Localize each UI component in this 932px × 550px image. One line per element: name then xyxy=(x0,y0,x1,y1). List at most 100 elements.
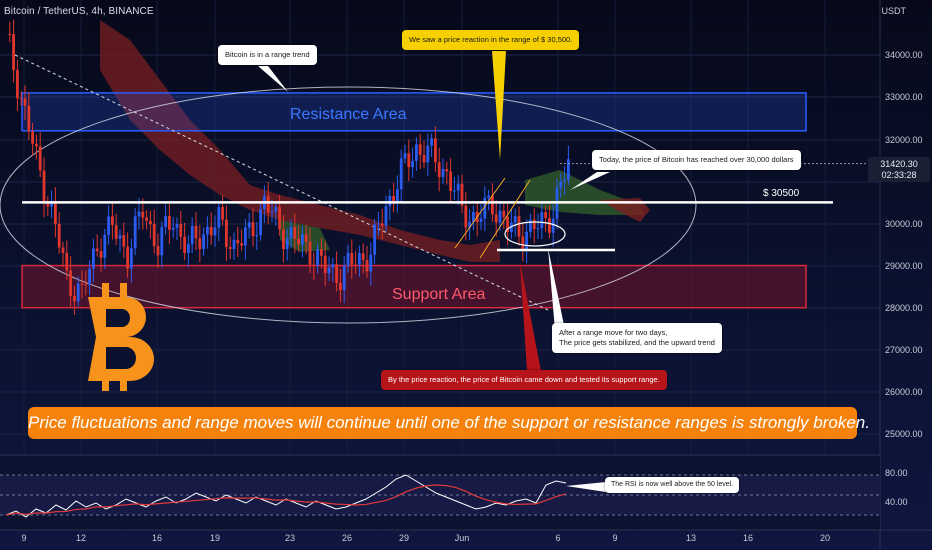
bitcoin-logo-holes xyxy=(106,309,136,369)
time-axis-label: 13 xyxy=(685,533,697,543)
callout-pointer-rsi xyxy=(566,482,606,492)
price-axis-label: 27000.00 xyxy=(885,345,923,355)
time-axis-label: 6 xyxy=(555,533,561,543)
candle-body xyxy=(411,160,414,168)
time-axis-label: 9 xyxy=(612,533,618,543)
candle-body xyxy=(42,170,46,203)
candle-body xyxy=(418,144,422,155)
candle-body xyxy=(388,195,392,207)
candle-body xyxy=(548,218,551,233)
channel-line xyxy=(454,177,506,249)
candle-body xyxy=(453,190,456,192)
candle-body xyxy=(517,216,521,237)
price-axis-label: 25000.00 xyxy=(885,429,923,439)
candle-body xyxy=(65,252,69,271)
candle-body xyxy=(88,268,91,285)
time-axis-label: Jun xyxy=(454,533,470,543)
price-axis-label: 28000.00 xyxy=(885,303,923,313)
candle-body xyxy=(529,219,532,232)
candle-body xyxy=(103,234,107,258)
candle-body xyxy=(464,205,468,228)
candle-body xyxy=(156,246,160,256)
candle-body xyxy=(168,216,171,230)
candle-body xyxy=(342,265,346,291)
candle-body xyxy=(285,238,289,250)
candle-body xyxy=(449,171,452,192)
candle-body xyxy=(118,235,122,239)
time-axis-label: 26 xyxy=(341,533,353,543)
callout-support-test: By the price reaction, the price of Bitc… xyxy=(381,370,667,390)
callout-after-range-line1: After a range move for two days, xyxy=(559,328,668,337)
candle-body xyxy=(141,211,145,218)
candle-body xyxy=(559,181,563,188)
price-axis-label: 29000.00 xyxy=(885,261,923,271)
symbol-title[interactable]: Bitcoin / TetherUS, 4h, BINANCE xyxy=(4,6,154,17)
candle-body xyxy=(92,248,95,269)
candle-body xyxy=(544,212,547,219)
candle-body xyxy=(358,253,361,265)
candle-body xyxy=(259,209,262,236)
candle-body xyxy=(179,223,183,237)
price-axis-label: 34000.00 xyxy=(885,50,923,60)
rsi-axis-label: 80.00 xyxy=(885,468,908,478)
callout-pointer-after xyxy=(548,248,565,330)
candle-body xyxy=(114,225,118,239)
resistance-zone xyxy=(21,92,807,132)
candle-body xyxy=(69,270,72,296)
candle-body xyxy=(293,226,297,239)
candle-body xyxy=(567,159,570,180)
candle-body xyxy=(12,34,15,71)
candle-body xyxy=(80,283,84,285)
candle-body xyxy=(445,168,449,172)
candle-body xyxy=(8,33,12,35)
candle-body xyxy=(274,207,278,212)
candle-body xyxy=(255,235,259,237)
candle-body xyxy=(107,216,110,235)
callout-rsi: The RSI is now well above the 50 level. xyxy=(605,477,740,493)
candle-body xyxy=(164,216,167,227)
candle-body xyxy=(236,239,240,244)
candle-body xyxy=(247,222,251,228)
candle-body xyxy=(502,210,506,217)
bitcoin-logo xyxy=(88,283,154,391)
candle-body xyxy=(240,243,243,246)
candle-body xyxy=(149,220,152,225)
price-axis-label: 33000.00 xyxy=(885,92,923,102)
candle-body xyxy=(479,218,483,223)
candle-body xyxy=(521,236,525,250)
candle-body xyxy=(380,223,384,226)
candle-body xyxy=(513,216,517,223)
rsi-ma-line xyxy=(5,484,567,516)
callout-pointer-today xyxy=(570,172,610,190)
candle-body xyxy=(396,189,399,202)
candle-body xyxy=(365,260,369,272)
candle-body xyxy=(392,195,395,202)
candle-body xyxy=(145,217,148,221)
time-axis-label: 23 xyxy=(284,533,296,543)
candle-body xyxy=(122,235,126,247)
candle-body xyxy=(468,221,471,228)
candle-body xyxy=(510,222,513,232)
candle-body xyxy=(494,214,498,223)
candle-body xyxy=(346,252,350,266)
candle-body xyxy=(57,223,61,248)
callout-pointer-reaction xyxy=(492,51,506,160)
candle-body xyxy=(282,229,285,250)
candle-body xyxy=(361,253,365,261)
candle-body xyxy=(217,207,221,228)
support-zone xyxy=(21,264,807,309)
candle-body xyxy=(525,231,528,250)
candle-body xyxy=(194,226,198,239)
candle-body xyxy=(244,227,247,246)
candle-body xyxy=(323,255,327,274)
candle-body xyxy=(198,238,202,250)
candle-body xyxy=(50,201,53,207)
candle-body xyxy=(99,251,103,258)
resistance-area-label: Resistance Area xyxy=(290,106,407,123)
candle-body xyxy=(232,239,236,249)
candle-body xyxy=(441,168,445,178)
candle-body xyxy=(152,224,156,247)
candle-body xyxy=(133,216,137,249)
candle-body xyxy=(160,226,164,256)
